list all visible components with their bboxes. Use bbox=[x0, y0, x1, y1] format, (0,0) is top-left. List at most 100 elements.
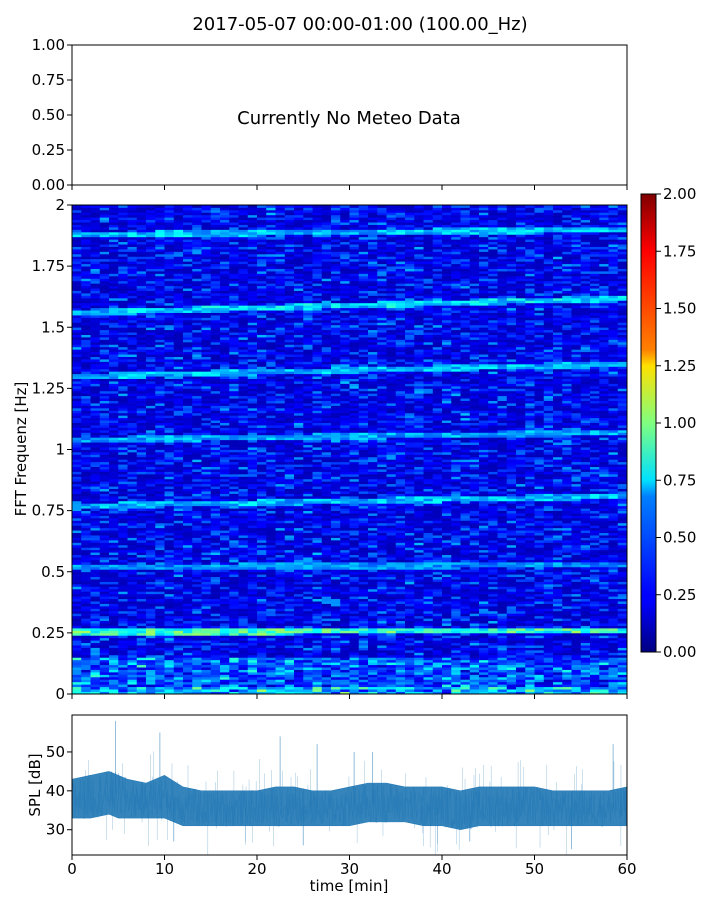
heatmap-cell bbox=[81, 674, 91, 677]
heatmap-cell bbox=[544, 503, 554, 506]
heatmap-cell bbox=[331, 604, 341, 607]
heatmap-cell bbox=[599, 689, 609, 692]
heatmap-cell bbox=[192, 540, 202, 543]
heatmap-cell bbox=[525, 616, 535, 619]
heatmap-cell bbox=[414, 630, 424, 633]
heatmap-cell bbox=[137, 677, 147, 680]
heatmap-cell bbox=[174, 564, 184, 567]
heatmap-cell bbox=[507, 550, 517, 553]
heatmap-cell bbox=[609, 506, 619, 509]
heatmap-cell bbox=[525, 657, 535, 660]
heatmap-cell bbox=[498, 564, 508, 567]
heatmap-cell bbox=[109, 623, 119, 626]
heatmap-cell bbox=[322, 503, 332, 506]
heatmap-cell bbox=[507, 501, 517, 504]
heatmap-cell bbox=[202, 513, 212, 516]
heatmap-cell bbox=[461, 516, 471, 519]
heatmap-cell bbox=[276, 535, 286, 538]
heatmap-cell bbox=[137, 538, 147, 541]
heatmap-cell bbox=[618, 621, 628, 624]
heatmap-cell bbox=[192, 564, 202, 567]
heatmap-cell bbox=[257, 630, 267, 633]
heatmap-cell bbox=[488, 687, 498, 690]
heatmap-cell bbox=[498, 672, 508, 675]
heatmap-cell bbox=[359, 606, 369, 609]
heatmap-cell bbox=[239, 494, 249, 497]
heatmap-cell bbox=[350, 574, 360, 577]
heatmap-cell bbox=[146, 628, 156, 631]
heatmap-cell bbox=[479, 648, 489, 651]
heatmap-cell bbox=[155, 506, 165, 509]
heatmap-cell bbox=[257, 574, 267, 577]
heatmap-cell bbox=[581, 506, 591, 509]
heatmap-cell bbox=[192, 542, 202, 545]
heatmap-cell bbox=[91, 608, 101, 611]
heatmap-cell bbox=[387, 655, 397, 658]
heatmap-cell bbox=[377, 501, 387, 504]
heatmap-cell bbox=[424, 638, 434, 641]
heatmap-cell bbox=[433, 618, 443, 621]
heatmap-cell bbox=[368, 655, 378, 658]
heatmap-cell bbox=[359, 633, 369, 636]
heatmap-cell bbox=[479, 684, 489, 687]
heatmap-cell bbox=[544, 569, 554, 572]
heatmap-cell bbox=[572, 608, 582, 611]
heatmap-cell bbox=[137, 604, 147, 607]
heatmap-cell bbox=[248, 491, 258, 494]
heatmap-cell bbox=[572, 582, 582, 585]
heatmap-cell bbox=[405, 630, 415, 633]
heatmap-cell bbox=[424, 496, 434, 499]
heatmap-cell bbox=[359, 604, 369, 607]
heatmap-cell bbox=[507, 589, 517, 592]
heatmap-cell bbox=[516, 586, 526, 589]
heatmap-cell bbox=[451, 689, 461, 692]
heatmap-cell bbox=[303, 657, 313, 660]
heatmap-cell bbox=[239, 626, 249, 629]
heatmap-cell bbox=[211, 667, 221, 670]
heatmap-cell bbox=[609, 684, 619, 687]
heatmap-cell bbox=[322, 572, 332, 575]
heatmap-cell bbox=[618, 652, 628, 655]
heatmap-cell bbox=[229, 608, 239, 611]
heatmap-cell bbox=[488, 630, 498, 633]
heatmap-cell bbox=[276, 503, 286, 506]
heatmap-cell bbox=[91, 589, 101, 592]
heatmap-cell bbox=[377, 606, 387, 609]
heatmap-cell bbox=[229, 660, 239, 663]
heatmap-cell bbox=[257, 611, 267, 614]
heatmap-cell bbox=[359, 645, 369, 648]
heatmap-cell bbox=[562, 645, 572, 648]
heatmap-cell bbox=[266, 643, 276, 646]
heatmap-cell bbox=[451, 618, 461, 621]
heatmap-cell bbox=[553, 650, 563, 653]
heatmap-cell bbox=[572, 677, 582, 680]
heatmap-cell bbox=[266, 623, 276, 626]
heatmap-cell bbox=[322, 677, 332, 680]
heatmap-cell bbox=[146, 496, 156, 499]
heatmap-cell bbox=[91, 525, 101, 528]
heatmap-cell bbox=[331, 579, 341, 582]
heatmap-cell bbox=[396, 520, 406, 523]
heatmap-cell bbox=[618, 567, 628, 570]
heatmap-cell bbox=[396, 545, 406, 548]
heatmap-cell bbox=[211, 508, 221, 511]
heatmap-cell bbox=[266, 542, 276, 545]
heatmap-cell bbox=[387, 586, 397, 589]
heatmap-cell bbox=[137, 674, 147, 677]
heatmap-cell bbox=[257, 689, 267, 692]
heatmap-cell bbox=[285, 630, 295, 633]
heatmap-cell bbox=[165, 596, 175, 599]
heatmap-cell bbox=[572, 586, 582, 589]
heatmap-cell bbox=[229, 677, 239, 680]
heatmap-cell bbox=[91, 638, 101, 641]
heatmap-cell bbox=[396, 618, 406, 621]
heatmap-cell bbox=[294, 547, 304, 550]
heatmap-cell bbox=[516, 623, 526, 626]
heatmap-cell bbox=[229, 518, 239, 521]
heatmap-cell bbox=[331, 560, 341, 563]
heatmap-cell bbox=[553, 579, 563, 582]
heatmap-cell bbox=[266, 498, 276, 501]
heatmap-cell bbox=[118, 516, 128, 519]
heatmap-cell bbox=[424, 584, 434, 587]
heatmap-cell bbox=[562, 601, 572, 604]
